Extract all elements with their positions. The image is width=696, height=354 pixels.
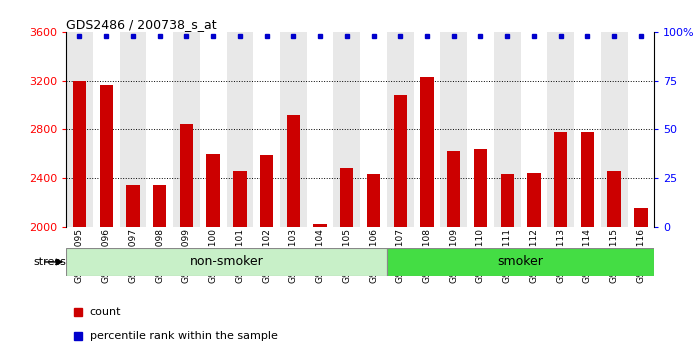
Bar <box>413 32 441 227</box>
Bar <box>253 32 280 227</box>
Bar <box>387 248 654 276</box>
Bar <box>333 32 361 227</box>
Bar <box>494 32 521 227</box>
Bar <box>93 32 120 227</box>
Bar <box>447 151 461 227</box>
Bar <box>554 132 567 227</box>
Text: stress: stress <box>33 257 66 267</box>
Text: non-smoker: non-smoker <box>189 256 263 268</box>
Bar <box>233 171 246 227</box>
Bar <box>340 168 354 227</box>
Bar <box>387 32 413 227</box>
Bar <box>66 32 93 227</box>
Bar <box>467 32 494 227</box>
Bar <box>260 155 274 227</box>
Bar <box>608 171 621 227</box>
Bar <box>441 32 467 227</box>
Bar <box>226 32 253 227</box>
Bar <box>146 32 173 227</box>
Bar <box>153 185 166 227</box>
Bar <box>313 224 326 227</box>
Bar <box>126 185 140 227</box>
Bar <box>521 32 547 227</box>
Bar <box>73 81 86 227</box>
Bar <box>120 32 146 227</box>
Text: count: count <box>90 307 121 317</box>
Bar <box>173 32 200 227</box>
Bar <box>634 208 647 227</box>
Bar <box>287 115 300 227</box>
Bar <box>474 149 487 227</box>
Bar <box>500 174 514 227</box>
Bar <box>628 32 654 227</box>
Text: GDS2486 / 200738_s_at: GDS2486 / 200738_s_at <box>66 18 216 31</box>
Bar <box>361 32 387 227</box>
Bar <box>367 174 380 227</box>
Bar <box>420 77 434 227</box>
Bar <box>207 154 220 227</box>
Bar <box>280 32 307 227</box>
Bar <box>601 32 628 227</box>
Bar <box>547 32 574 227</box>
Bar <box>200 32 226 227</box>
Bar <box>580 132 594 227</box>
Text: smoker: smoker <box>498 256 544 268</box>
Bar <box>394 95 407 227</box>
Bar <box>100 85 113 227</box>
Bar <box>528 173 541 227</box>
Bar <box>180 124 193 227</box>
Text: percentile rank within the sample: percentile rank within the sample <box>90 331 278 341</box>
Bar <box>66 248 387 276</box>
Bar <box>307 32 333 227</box>
Bar <box>574 32 601 227</box>
